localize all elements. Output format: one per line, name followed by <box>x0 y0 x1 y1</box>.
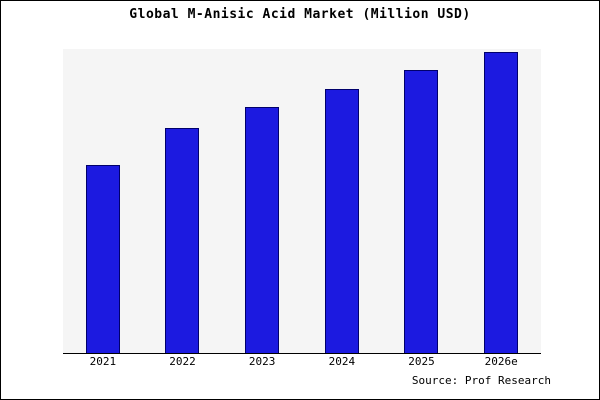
x-tick-label-2025: 2025 <box>408 355 435 368</box>
source-note: Source: Prof Research <box>411 374 551 387</box>
x-tick-label-2021: 2021 <box>89 355 117 368</box>
x-tick-label-2024: 2024 <box>328 355 356 368</box>
bar-2023 <box>245 106 280 353</box>
bar-2024 <box>324 88 359 353</box>
plot-area <box>63 49 541 354</box>
bar-2026e <box>484 52 519 353</box>
x-tick-label-2026e: 2026e <box>484 355 518 368</box>
x-tick-label-2023: 2023 <box>248 355 276 368</box>
x-tick-label-2022: 2022 <box>169 355 196 368</box>
chart-title: Global M-Anisic Acid Market (Million USD… <box>129 7 471 22</box>
x-axis-tick-labels: 2021 2022 2023 2024 2025 2026e <box>63 355 541 368</box>
bar-2025 <box>404 70 439 353</box>
bars <box>63 49 541 353</box>
bar-2022 <box>165 128 200 353</box>
bar-2021 <box>85 164 120 353</box>
